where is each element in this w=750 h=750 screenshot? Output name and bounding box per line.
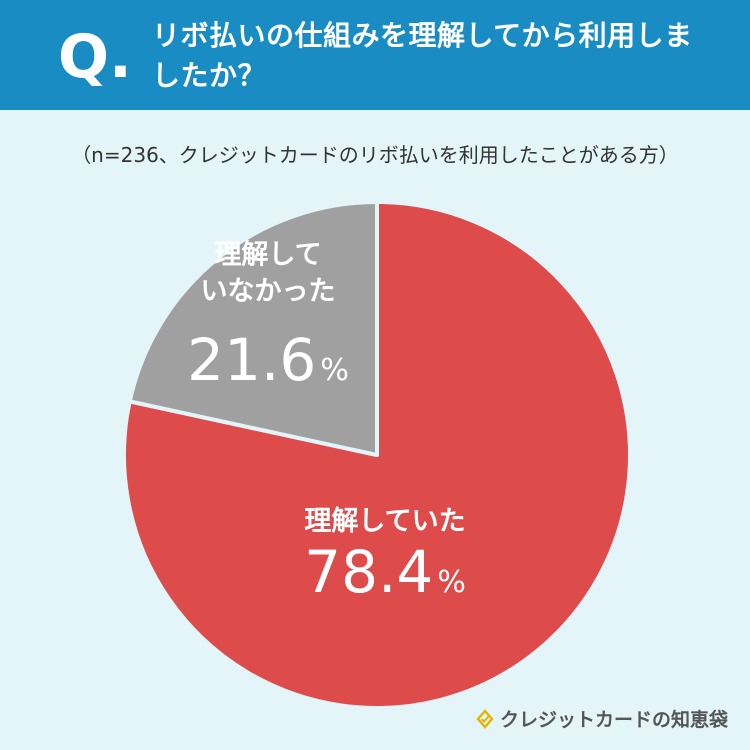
brand-name: クレジットカードの知恵袋: [499, 709, 728, 731]
slice-value: 78.4%: [304, 538, 466, 606]
question-title: リボ払いの仕組みを理解してから利用しましたか？: [152, 19, 693, 92]
slice-value: 21.6%: [187, 326, 349, 394]
question-mark: Q.: [58, 22, 132, 92]
brand-logo: クレジットカードの知恵袋: [474, 705, 728, 732]
sample-note: （n=236、クレジットカードのリボ払いを利用したことがある方）: [71, 143, 679, 167]
question-header: Q. リボ払いの仕組みを理解してから利用しましたか？: [0, 0, 750, 110]
lightbulb-icon: [476, 708, 494, 729]
pie-slice-1: [122, 200, 632, 710]
slice-label: いなかった: [201, 276, 336, 307]
slice-label: 理解していた: [304, 506, 465, 537]
pie-slice-2: [127, 200, 379, 457]
slice-label: 理解して: [214, 240, 321, 271]
